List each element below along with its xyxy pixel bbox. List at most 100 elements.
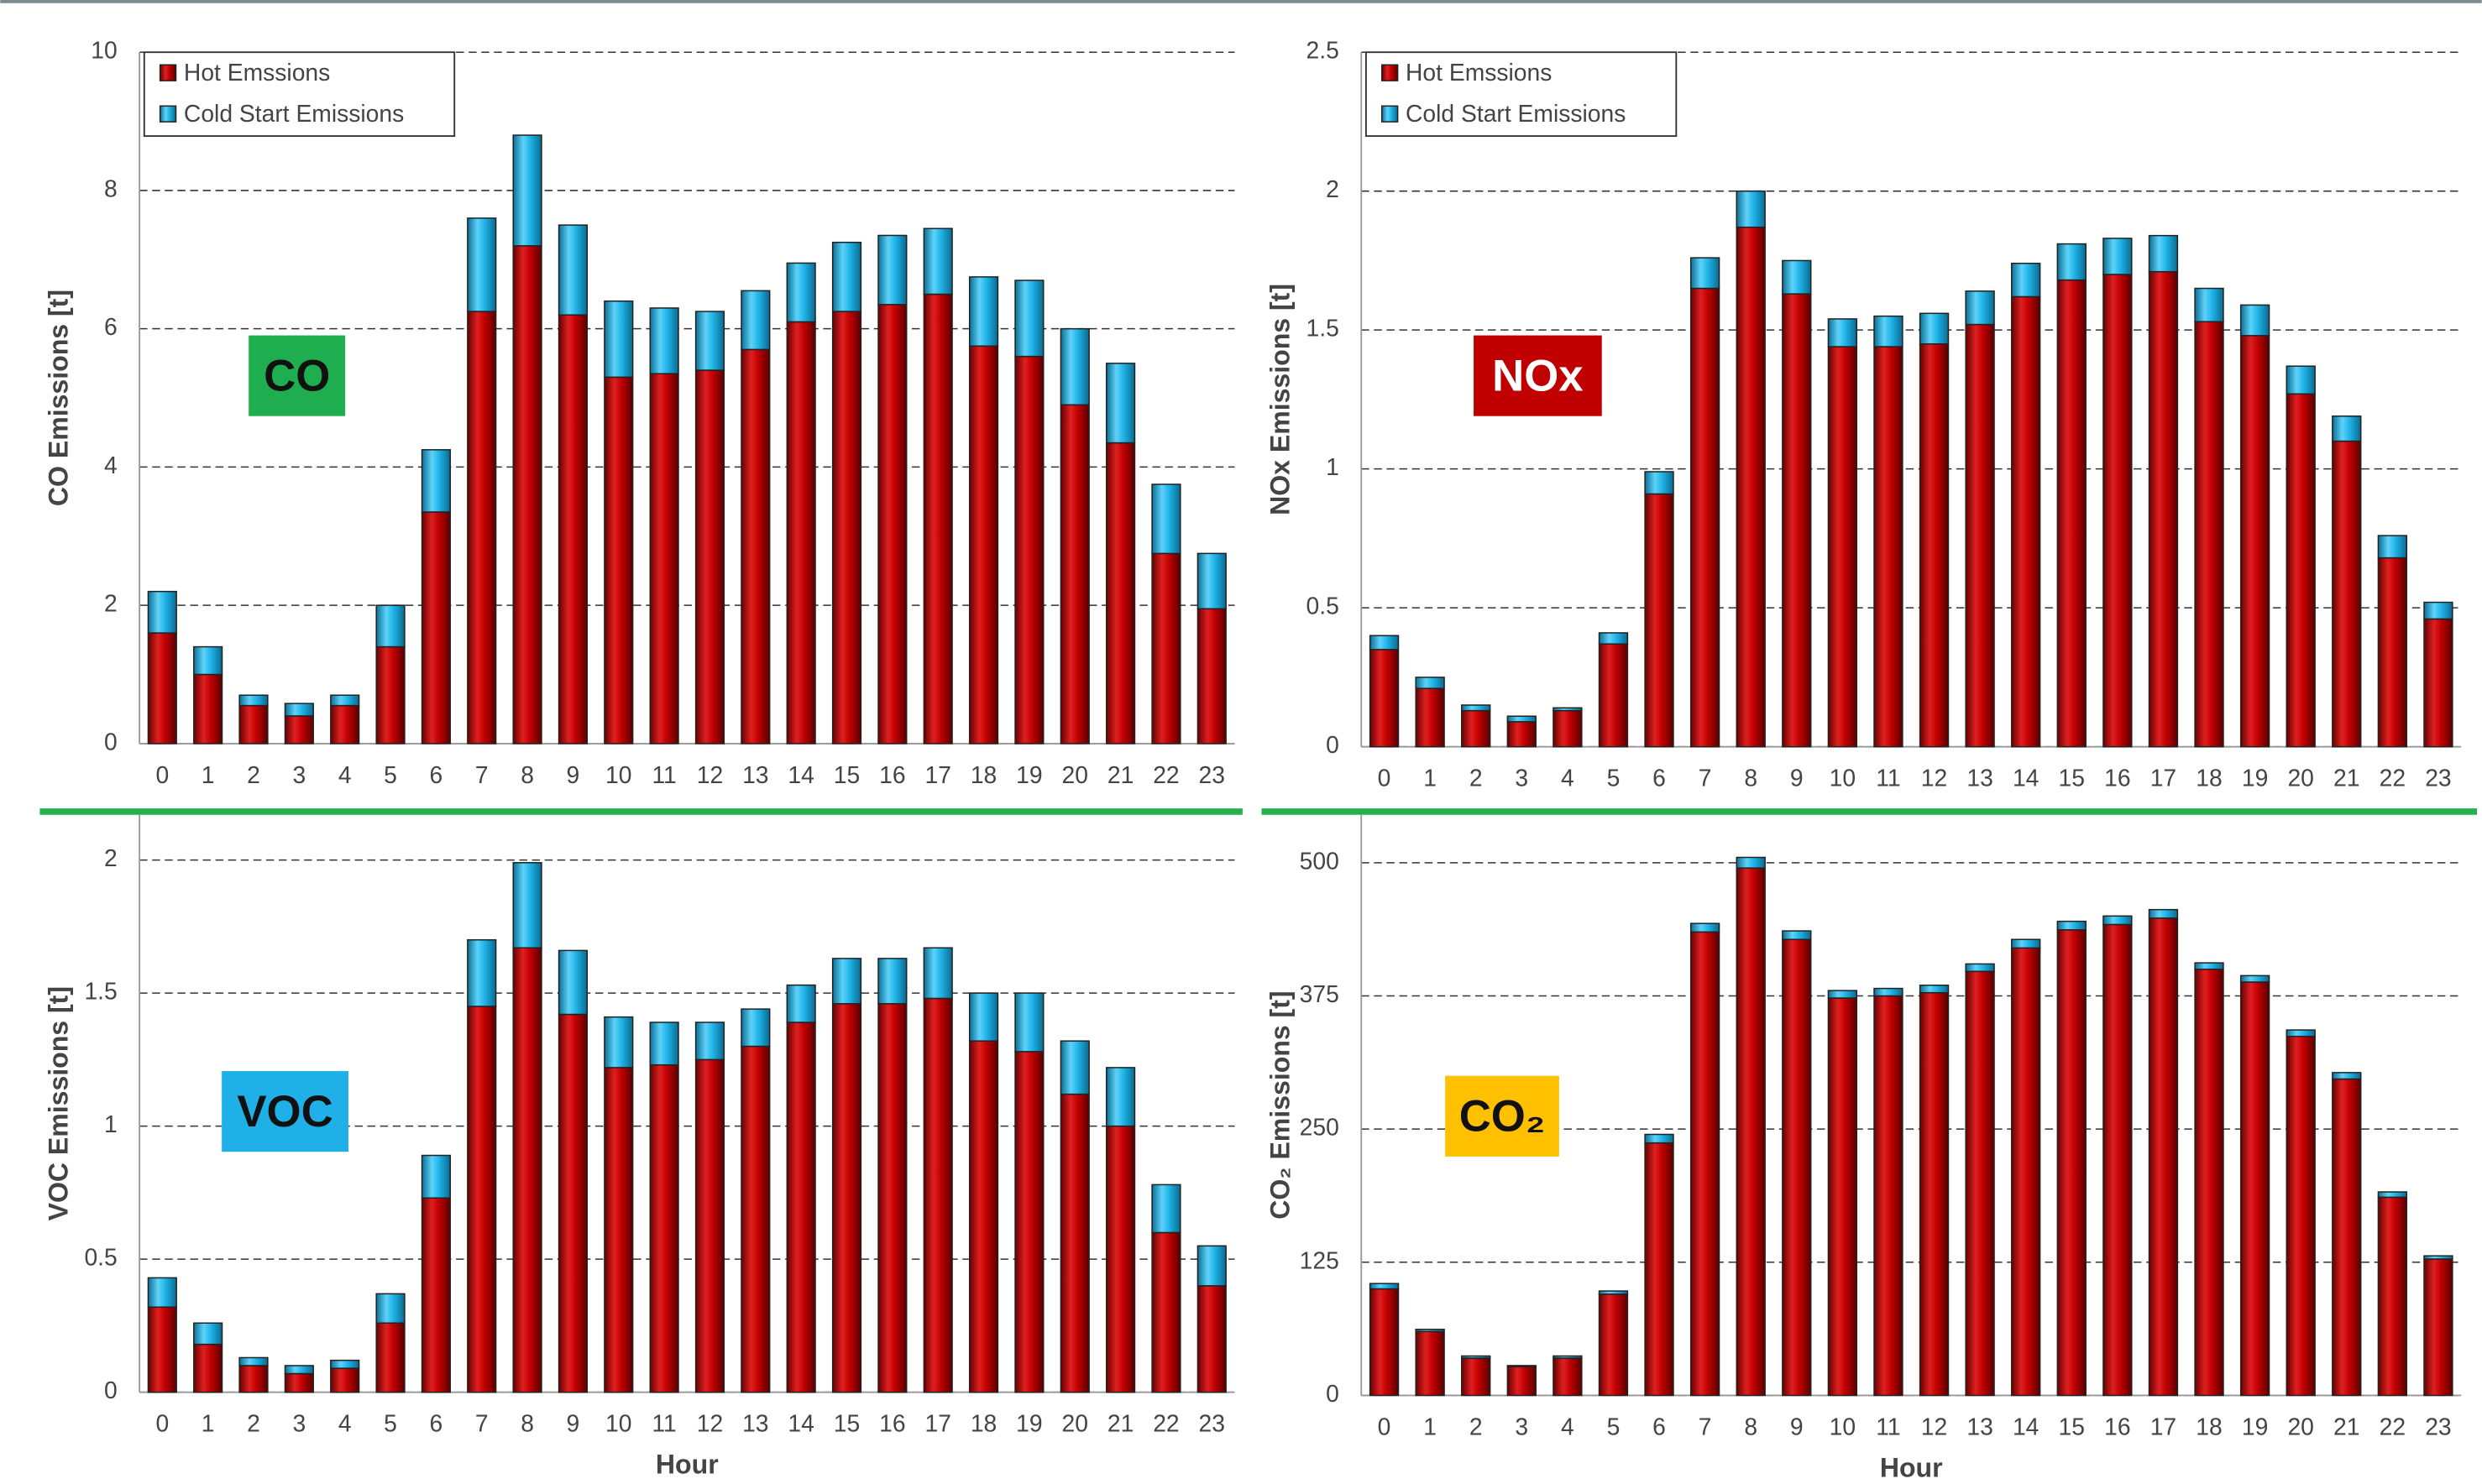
- badge: NOx: [1492, 351, 1584, 400]
- bar-segment: [2102, 274, 2133, 748]
- bar-segment: [968, 992, 999, 1042]
- bar-segment: [1060, 1040, 1090, 1095]
- bar-segment: [2056, 279, 2087, 748]
- bar-segment: [877, 304, 908, 745]
- bar-segment: [694, 369, 725, 745]
- x-tick-label: 5: [384, 761, 397, 788]
- legend-swatch: [1380, 64, 1399, 81]
- x-tick-label: 4: [338, 1410, 352, 1437]
- bar-segment: [147, 1277, 177, 1308]
- x-tick-label: 4: [1561, 1413, 1574, 1440]
- bar-segment: [238, 704, 269, 745]
- bar-segment: [1644, 493, 1674, 748]
- x-tick-label: 17: [2150, 765, 2176, 792]
- bar-segment: [2148, 917, 2179, 1397]
- bar-segment: [604, 1016, 634, 1069]
- x-tick-label: 16: [879, 1410, 905, 1437]
- x-tick-label: 3: [1515, 1413, 1528, 1440]
- bar-segment: [284, 1372, 314, 1393]
- bar-segment: [1782, 293, 1812, 748]
- bar-segment: [1736, 190, 1766, 228]
- x-tick-label: 19: [1016, 761, 1042, 788]
- bar-segment: [2332, 1072, 2362, 1080]
- y-tick-label: 2: [1326, 175, 1339, 202]
- x-tick-label: 15: [834, 761, 860, 788]
- y-axis-title: NOx Emissions [t]: [1265, 284, 1295, 515]
- bar-segment: [923, 947, 953, 1000]
- bar-segment: [2423, 601, 2453, 620]
- bar-segment: [1461, 1357, 1491, 1397]
- y-tick-label: 1.5: [1306, 315, 1339, 342]
- bar-segment: [330, 694, 360, 707]
- x-tick-label: 23: [1199, 761, 1225, 788]
- x-tick-label: 22: [1153, 1410, 1179, 1437]
- bar-segment: [1105, 442, 1136, 745]
- bar-segment: [1461, 709, 1491, 748]
- bar-segment: [1644, 1133, 1674, 1144]
- bar-segment: [1827, 997, 1858, 1397]
- bar-segment: [2423, 1258, 2453, 1397]
- bar-segment: [741, 1008, 771, 1048]
- x-tick-label: 21: [2333, 765, 2359, 792]
- bar-segment: [2056, 243, 2087, 281]
- bar-segment: [1196, 552, 1227, 610]
- x-tick-label: 3: [1515, 765, 1528, 792]
- bar-segment: [421, 449, 451, 513]
- x-tick-label: 15: [2059, 765, 2085, 792]
- x-tick-label: 1: [202, 1410, 215, 1437]
- bar-segment: [147, 590, 177, 634]
- x-tick-label: 12: [1921, 765, 1947, 792]
- bar-segment: [786, 1022, 816, 1393]
- bar-segment: [649, 1022, 679, 1066]
- x-tick-label: 7: [1699, 765, 1712, 792]
- y-tick-label: 0: [1326, 1380, 1339, 1407]
- bar-segment: [1919, 991, 1950, 1397]
- x-tick-label: 17: [2150, 1413, 2176, 1440]
- bar-segment: [694, 311, 725, 371]
- y-tick-label: 0: [104, 728, 118, 755]
- bar-segment: [2056, 929, 2087, 1397]
- bar-segment: [1369, 1283, 1400, 1290]
- bar-segment: [2102, 915, 2133, 926]
- bar-segment: [2423, 1255, 2453, 1260]
- y-tick-label: 2.5: [1306, 37, 1339, 64]
- y-axis-title: CO Emissions [t]: [43, 290, 73, 506]
- bar-segment: [1105, 363, 1136, 444]
- x-tick-label: 4: [338, 761, 352, 788]
- bar-segment: [1196, 1285, 1227, 1393]
- bar-segment: [1873, 315, 1903, 347]
- badge-box: [222, 1071, 348, 1152]
- bar-segment: [1689, 931, 1720, 1397]
- x-tick-label: 6: [430, 1410, 443, 1437]
- bar-segment: [1919, 342, 1950, 748]
- bar-segment: [1196, 1245, 1227, 1287]
- legend-swatch: [1380, 105, 1399, 123]
- x-tick-label: 2: [1469, 1413, 1483, 1440]
- bar-segment: [1415, 1328, 1445, 1333]
- y-tick-label: 10: [91, 37, 117, 64]
- bar-segment: [2194, 321, 2224, 748]
- x-tick-label: 12: [697, 1410, 723, 1437]
- x-tick-label: 11: [652, 1410, 676, 1437]
- x-tick-label: 8: [521, 761, 534, 788]
- bar-segment: [467, 1006, 497, 1393]
- badge: VOC: [237, 1087, 333, 1137]
- y-axis-title: VOC Emissions [t]: [43, 986, 73, 1220]
- bar-segment: [193, 1343, 223, 1393]
- bar-segment: [1827, 346, 1858, 748]
- chart: 00.511.522.50 1 2 3 4 5 6 7 8 9 10 11 12 13 14 15 16 17 18…: [1265, 37, 2462, 792]
- y-tick-label: 250: [1300, 1114, 1339, 1141]
- bar-segment: [375, 604, 406, 648]
- bar-segment: [831, 241, 862, 312]
- x-tick-label: 0: [1378, 1413, 1391, 1440]
- x-tick-label: 19: [2242, 1413, 2268, 1440]
- bar-segment: [238, 1356, 269, 1366]
- bar-segment: [1919, 312, 1950, 345]
- bar-segment: [421, 511, 451, 745]
- y-tick-label: 125: [1300, 1246, 1339, 1273]
- bar-segment: [1873, 987, 1903, 997]
- bar-segment: [786, 984, 816, 1023]
- bar-segment: [831, 1003, 862, 1393]
- bar-segment: [2286, 1029, 2316, 1037]
